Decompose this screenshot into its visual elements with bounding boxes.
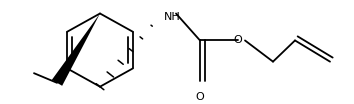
Text: NH: NH — [164, 12, 181, 22]
Text: O: O — [196, 92, 204, 102]
Text: O: O — [234, 35, 242, 45]
Polygon shape — [52, 14, 100, 86]
